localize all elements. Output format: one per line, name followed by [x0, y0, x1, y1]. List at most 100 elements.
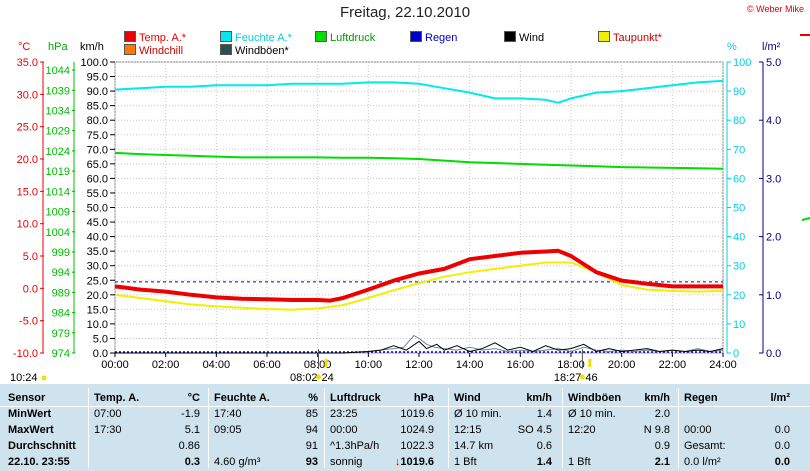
- table-cell-l-val: 1024.9: [400, 424, 434, 436]
- statistics-table: Sensor Temp. A. °C Feuchte A. % Luftdruc…: [0, 384, 810, 471]
- header-temp-unit: °C: [187, 392, 200, 404]
- edge-fragment-green: [801, 217, 810, 221]
- rain-tick-label: 5.0: [766, 57, 781, 69]
- legend-temp: Temp. A.*: [124, 31, 186, 44]
- x-tick-label: 24:00: [709, 359, 737, 371]
- header-feuchte-unit: %: [308, 392, 318, 404]
- table-column-divider: [448, 388, 449, 468]
- axis-header-rain: l/m²: [762, 41, 781, 53]
- series-line-luftdruck: [114, 151, 724, 170]
- axis-header-pct: %: [727, 41, 737, 53]
- table-cell-r-val: 0.0: [774, 440, 790, 452]
- series-line-wind: [115, 340, 724, 354]
- table-cell-w-label: 14.7 km: [454, 440, 494, 452]
- pct-tick-label: 60: [733, 173, 745, 185]
- header-regen: Regen: [684, 392, 718, 404]
- kmh-tick-label: 35.0: [87, 246, 108, 258]
- table-cell-l-time: 00:00: [330, 424, 358, 436]
- kmh-tick-label: 100.0: [80, 57, 108, 69]
- kmh-tick-label: 95.0: [87, 72, 108, 84]
- x-tick-label: 22:00: [659, 359, 687, 371]
- table-cell-f-time: 4.60 g/m³: [214, 456, 261, 468]
- table-cell-w-val: 0.6: [536, 440, 552, 452]
- header-temp: Temp. A.: [94, 392, 140, 404]
- x-tick-label: 10:00: [355, 359, 383, 371]
- pct-tick-label: 80: [733, 115, 745, 127]
- event-marker-dot: [316, 374, 322, 380]
- table-cell-f-val: 85: [305, 408, 318, 420]
- table-cell-t-val: 0.86: [178, 440, 200, 452]
- table-cell-f-val: 93: [305, 456, 318, 468]
- x-tick-label: 12:00: [405, 359, 433, 371]
- axis-header-kmh: km/h: [80, 41, 104, 53]
- x-tick-label: 14:00: [456, 359, 484, 371]
- header-luftdruck-unit: hPa: [413, 392, 434, 404]
- legend-luftdruck: Luftdruck: [315, 31, 375, 44]
- temp-tick-label: 15.0: [17, 186, 38, 198]
- table-cell-label: 22.10. 23:55: [8, 456, 70, 468]
- rain-tick-label: 2.0: [766, 232, 781, 244]
- table-cell-l-time: 23:25: [330, 408, 358, 420]
- x-tick-label: 18:00: [557, 359, 585, 371]
- table-cell-label: MinWert: [8, 408, 52, 420]
- temp-tick-label: 10.0: [17, 219, 38, 231]
- pct-tick-label: 0: [733, 348, 739, 360]
- temp-tick-label: 0.0: [23, 283, 38, 295]
- series-line-taupunkt: [114, 261, 724, 311]
- table-cell-t-val: 0.3: [184, 456, 200, 468]
- hpa-tick-label: 984: [52, 308, 70, 320]
- table-cell-f-time: 17:40: [214, 408, 242, 420]
- hpa-tick-label: 1009: [46, 207, 70, 219]
- legend-feuchte: Feuchte A.*: [220, 31, 292, 44]
- table-cell-b-label: 12:20: [568, 424, 596, 436]
- legend-taupunkt: Taupunkt*: [598, 31, 662, 44]
- table-cell-w-val: SO 4.5: [517, 424, 552, 436]
- table-cell-label: Durchschnitt: [8, 440, 76, 452]
- series-line-tempa: [114, 248, 723, 303]
- legend-windboeen: Windböen*: [220, 44, 289, 57]
- table-cell-b-val: 2.1: [654, 456, 670, 468]
- table-cell-r-val: 0.0: [774, 456, 790, 468]
- pct-tick-label: 30: [733, 261, 745, 273]
- pct-tick-label: 100: [733, 57, 751, 69]
- event-marker-value: 24: [322, 372, 334, 384]
- rain-tick-label: 3.0: [766, 173, 781, 185]
- table-cell-w-val: 1.4: [536, 408, 552, 420]
- table-cell-f-time: 09:05: [214, 424, 242, 436]
- kmh-tick-label: 10.0: [87, 319, 108, 331]
- table-cell-b-val: 0.9: [654, 440, 670, 452]
- table-cell-l-val: ↓1019.6: [384, 456, 434, 468]
- table-cell-l-time: sonnig: [330, 456, 363, 468]
- table-cell-b-label: Ø 10 min.: [568, 408, 616, 420]
- event-marker-time: 08:02: [290, 372, 318, 384]
- header-windboeen-unit: km/h: [644, 392, 670, 404]
- hpa-tick-label: 1019: [46, 166, 70, 178]
- legend-windchill: Windchill: [124, 44, 183, 57]
- x-tick-label: 04:00: [203, 359, 231, 371]
- table-column-divider: [562, 388, 563, 468]
- legend-wind: Wind: [504, 31, 544, 44]
- pct-tick-label: 50: [733, 203, 745, 215]
- pct-tick-label: 20: [733, 290, 745, 302]
- hpa-tick-label: 999: [52, 247, 70, 259]
- header-sensor: Sensor: [8, 392, 46, 404]
- pct-tick-label: 40: [733, 232, 745, 244]
- chart-title: Freitag, 22.10.2010: [339, 4, 471, 21]
- x-tick-label: 02:00: [152, 359, 180, 371]
- axis-header-temp: °C: [18, 41, 31, 53]
- kmh-tick-label: 75.0: [87, 130, 108, 142]
- temp-tick-label: 20.0: [17, 154, 38, 166]
- header-luftdruck: Luftdruck: [330, 392, 381, 404]
- table-cell-w-val: 1.4: [536, 456, 552, 468]
- event-marker-sun: [324, 359, 328, 367]
- axis-header-hpa: hPa: [48, 41, 68, 53]
- table-cell-t-time: 17:30: [94, 424, 122, 436]
- hpa-tick-label: 974: [52, 348, 70, 360]
- kmh-tick-label: 15.0: [87, 304, 108, 316]
- temp-tick-label: -10.0: [13, 348, 38, 360]
- kmh-tick-label: 60.0: [87, 173, 108, 185]
- table-column-divider: [324, 388, 325, 468]
- table-cell-l-val: 1022.3: [400, 440, 434, 452]
- hpa-tick-label: 1029: [46, 126, 70, 138]
- kmh-tick-label: 30.0: [87, 261, 108, 273]
